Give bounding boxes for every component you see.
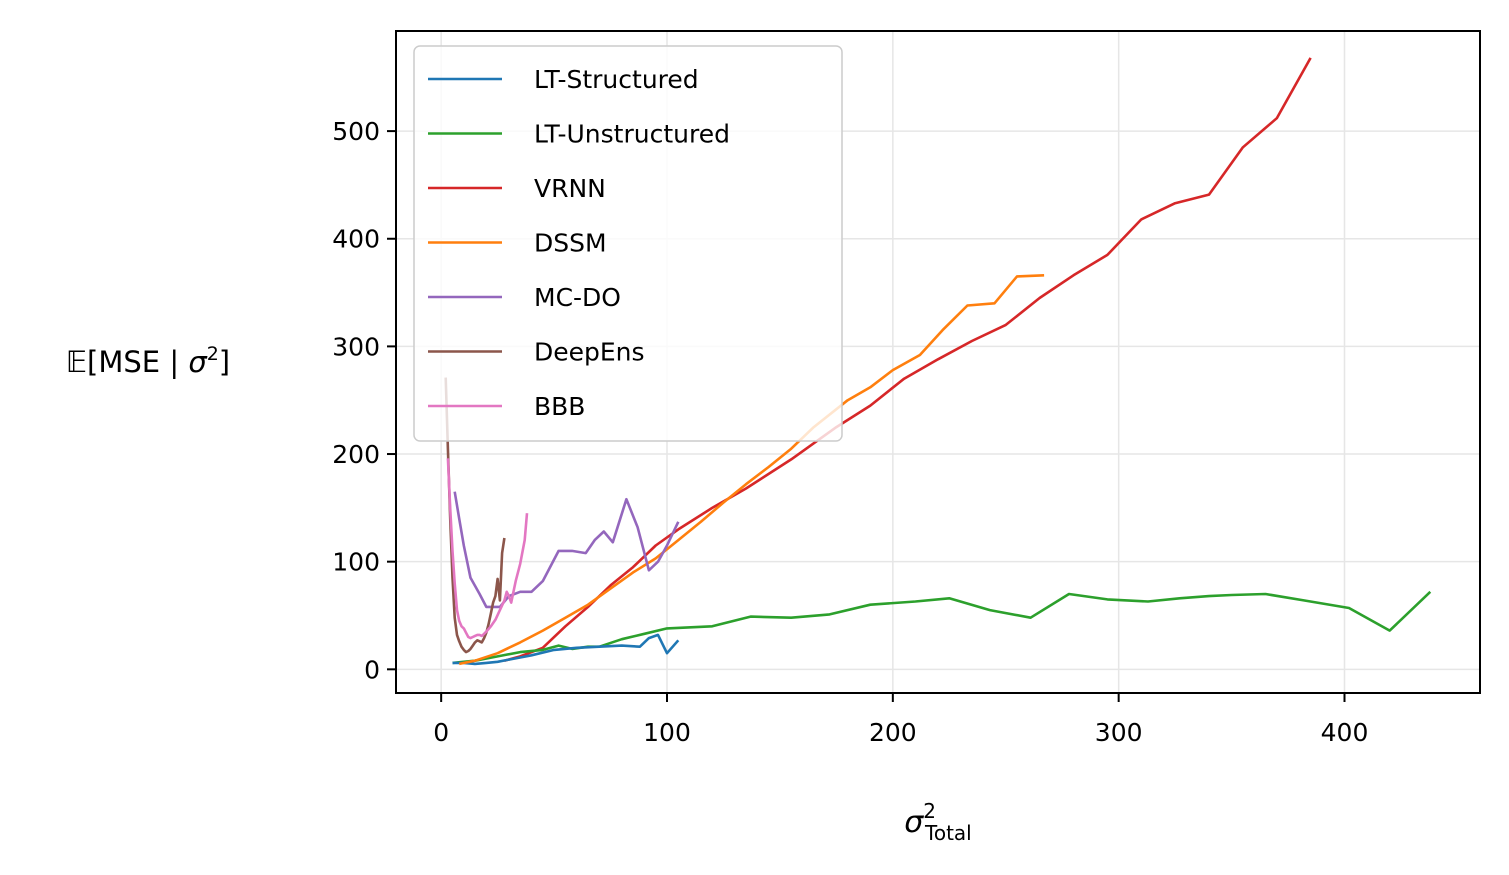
legend-label: DeepEns: [534, 338, 645, 367]
series-line-lt-unstructured: [452, 590, 1432, 665]
y-tick-label: 200: [332, 440, 380, 469]
plot-area-frame: [395, 30, 1481, 694]
legend-label: VRNN: [534, 174, 606, 203]
legend-label: BBB: [534, 392, 585, 421]
legend-label: LT-Structured: [534, 65, 699, 94]
y-tick-label: 100: [332, 548, 380, 577]
y-tick-label: 0: [364, 655, 380, 684]
x-tick-label: 200: [869, 718, 917, 747]
axis-ticks: 0 100 200 300 400 0 100 200 300 400 500: [332, 117, 1368, 747]
y-tick-label: 500: [332, 117, 380, 146]
series-line-mc-do: [453, 491, 680, 609]
x-tick-label: 400: [1321, 718, 1369, 747]
series-line-deepens: [444, 377, 506, 654]
x-tick-label: 100: [643, 718, 691, 747]
series-lines: [444, 57, 1432, 666]
y-tick-label: 300: [332, 332, 380, 361]
series-line-dssm: [458, 274, 1045, 666]
x-tick-label: 0: [433, 718, 449, 747]
legend: LT-Structured LT-Unstructured VRNN DSSM MC-D…: [413, 45, 843, 442]
legend-label: LT-Unstructured: [534, 120, 730, 149]
legend-label: MC-DO: [534, 283, 621, 312]
series-line-lt-structured: [452, 633, 680, 666]
y-tick-label: 400: [332, 225, 380, 254]
x-tick-label: 300: [1095, 718, 1143, 747]
legend-label: DSSM: [534, 229, 607, 258]
x-axis-label: σ2 Total: [904, 799, 971, 845]
y-axis-label: 𝔼[MSE | σ2]: [66, 343, 230, 379]
legend-box: [413, 45, 843, 442]
series-line-bbb: [446, 458, 529, 640]
